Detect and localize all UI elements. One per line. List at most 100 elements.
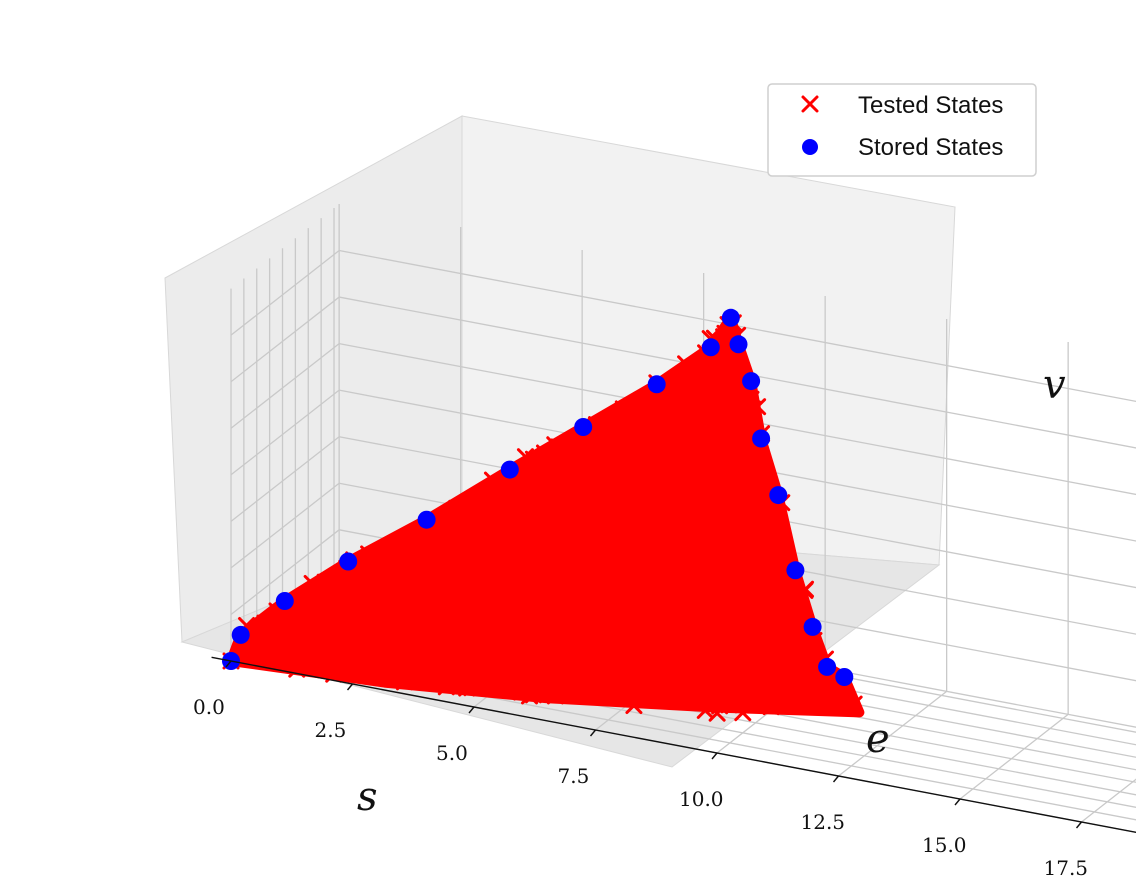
- tested-state-marker: [334, 650, 352, 668]
- grid-back-v: [339, 342, 1136, 496]
- s-tick: [1075, 821, 1083, 829]
- tested-state-marker: [380, 552, 398, 570]
- tested-state-marker: [653, 675, 671, 693]
- tested-state-marker: [372, 563, 390, 581]
- tested-state-marker: [762, 698, 780, 716]
- tested-state-marker: [367, 666, 385, 684]
- stored-state-point-14: [786, 561, 805, 580]
- stored-state-point-3: [339, 552, 358, 571]
- tested-state-marker: [715, 328, 733, 346]
- tested-state-marker: [804, 688, 822, 706]
- s-tick-label: 2.5: [315, 718, 347, 742]
- tested-state-marker: [635, 401, 653, 419]
- tested-state-marker: [731, 688, 749, 706]
- tested-state-marker: [719, 367, 737, 385]
- tested-state-marker: [775, 684, 793, 702]
- tested-state-marker: [845, 695, 863, 713]
- grid-side-v: [230, 389, 340, 476]
- s-tick: [832, 775, 840, 783]
- s-tick-label: 7.5: [558, 764, 590, 788]
- stored-state-point-6: [574, 418, 593, 436]
- tested-state-marker: [257, 623, 275, 641]
- stored-state-point-5: [500, 460, 519, 479]
- tested-state-marker: [677, 355, 695, 373]
- grid-back-v: [339, 249, 1136, 403]
- tested-state-marker: [703, 352, 721, 370]
- tested-state-marker: [833, 691, 851, 709]
- grid-side-v: [230, 250, 340, 336]
- grid-floor-s: [1081, 778, 1136, 823]
- tested-state-marker: [627, 689, 645, 707]
- stored-state-point-8: [701, 338, 720, 357]
- tested-state-marker: [695, 678, 713, 696]
- tested-state-marker: [395, 673, 413, 691]
- tested-state-marker: [499, 671, 517, 689]
- grid-back-v: [339, 296, 1136, 449]
- stored-state-point-10: [729, 335, 748, 354]
- tested-state-marker: [529, 464, 547, 482]
- tested-state-marker: [685, 684, 703, 702]
- tested-state-marker: [459, 677, 477, 695]
- tested-state-marker: [290, 654, 308, 672]
- grid-side-v: [230, 529, 340, 615]
- tested-state-marker: [648, 389, 666, 407]
- tested-state-marker: [478, 659, 496, 677]
- grid-side-v: [230, 343, 340, 429]
- tested-state-marker: [370, 658, 388, 676]
- s-tick-label: 17.5: [1044, 856, 1089, 880]
- stored-state-point-16: [818, 657, 837, 676]
- s-tick-label: 12.5: [801, 810, 846, 834]
- tested-state-marker: [700, 677, 718, 695]
- tested-state-marker: [520, 659, 538, 677]
- tested-state-marker: [430, 671, 448, 689]
- stored-state-point-17: [835, 668, 854, 686]
- tested-state-marker: [734, 704, 752, 722]
- tested-state-marker: [562, 455, 580, 473]
- legend-tested-label: Tested States: [858, 92, 1003, 119]
- s-tick: [346, 683, 354, 691]
- tested-state-marker: [303, 574, 321, 592]
- tested-state-marker: [248, 648, 266, 666]
- tested-states-layer: [222, 312, 865, 722]
- tested-state-marker: [493, 679, 511, 697]
- tested-state-marker: [546, 687, 564, 705]
- grid-back-v: [339, 389, 1136, 542]
- tested-state-marker: [475, 667, 493, 685]
- tested-state-marker: [406, 536, 424, 554]
- tested-state-marker: [700, 360, 718, 378]
- tested-state-marker: [435, 515, 453, 533]
- stored-state-point-1: [231, 625, 250, 644]
- tested-state-marker: [659, 394, 677, 412]
- tested-state-marker: [302, 658, 320, 676]
- stored-state-point-15: [803, 617, 822, 636]
- tested-state-marker: [572, 686, 590, 704]
- tested-state-marker: [740, 447, 758, 465]
- s-tick: [589, 729, 597, 737]
- grid-side-v: [230, 436, 340, 522]
- tested-state-marker: [523, 454, 541, 472]
- tested-state-marker: [587, 681, 605, 699]
- tested-state-marker: [615, 423, 633, 441]
- legend: Tested States Stored States: [767, 83, 1037, 177]
- tested-state-marker: [766, 554, 784, 572]
- tested-state-marker: [512, 476, 530, 494]
- s-tick: [468, 706, 475, 714]
- stored-state-point-12: [752, 429, 771, 448]
- tested-state-marker: [315, 592, 333, 610]
- tested-state-marker: [677, 376, 695, 394]
- tested-state-marker: [550, 438, 568, 456]
- tested-state-marker: [779, 606, 797, 624]
- s-tick: [225, 660, 232, 668]
- tested-state-marker: [749, 686, 767, 704]
- tested-state-marker: [271, 608, 289, 626]
- tested-state-marker: [391, 659, 409, 677]
- s-tick-label: 5.0: [436, 741, 468, 765]
- tested-state-marker: [601, 675, 619, 693]
- y-axis-title: e: [866, 716, 890, 762]
- stored-state-point-2: [275, 592, 294, 610]
- tested-state-marker: [535, 472, 553, 490]
- stored-states-layer: [222, 308, 854, 686]
- stored-state-point-13: [769, 486, 788, 505]
